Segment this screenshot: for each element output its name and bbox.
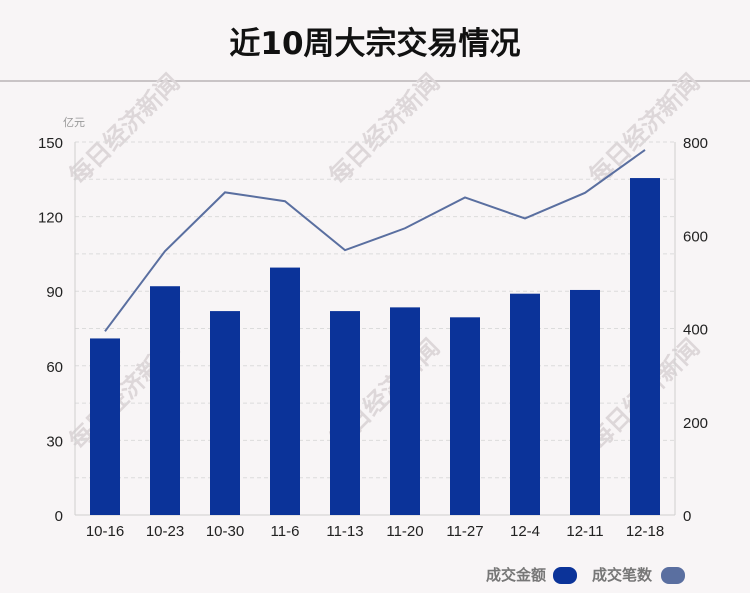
y-right-tick-labels: 0 200 400 600 800 bbox=[683, 135, 708, 525]
y-left-unit-label: 亿元 bbox=[63, 116, 85, 129]
x-tick-label: 12-18 bbox=[626, 523, 664, 540]
x-tick-labels: 10-16 10-23 10-30 11-6 11-13 11-20 11-27 12-4 12… bbox=[86, 523, 664, 540]
bar-amount-11-6 bbox=[270, 267, 300, 515]
y-left-tick-label: 90 bbox=[46, 284, 63, 301]
amount-bars bbox=[90, 178, 660, 515]
y-right-tick-label: 800 bbox=[683, 135, 708, 152]
y-left-tick-label: 120 bbox=[38, 210, 63, 227]
legend-amount-swatch bbox=[553, 567, 577, 584]
legend: 成交金额 成交笔数 bbox=[486, 566, 685, 584]
legend-amount-label: 成交金额 bbox=[486, 566, 546, 584]
bar-amount-12-4 bbox=[510, 293, 540, 515]
y-right-tick-label: 200 bbox=[683, 415, 708, 432]
bar-amount-11-13 bbox=[330, 311, 360, 515]
x-tick-label: 12-4 bbox=[510, 523, 540, 540]
bar-amount-10-30 bbox=[210, 311, 240, 515]
x-tick-label: 10-30 bbox=[206, 523, 244, 540]
bar-amount-11-27 bbox=[450, 317, 480, 515]
y-left-tick-label: 150 bbox=[38, 135, 63, 152]
y-left-tick-label: 0 bbox=[55, 508, 63, 525]
watermark-text: 每日经济新闻 bbox=[324, 69, 446, 191]
count-line bbox=[104, 149, 646, 332]
y-right-tick-label: 0 bbox=[683, 508, 691, 525]
y-right-tick-label: 400 bbox=[683, 322, 708, 339]
x-tick-label: 11-6 bbox=[271, 523, 300, 540]
chart-title: 近10周大宗交易情况 bbox=[229, 26, 521, 62]
x-tick-label: 11-20 bbox=[386, 523, 423, 540]
bar-amount-11-20 bbox=[390, 307, 420, 515]
y-left-tick-label: 30 bbox=[46, 433, 63, 450]
x-tick-label: 11-13 bbox=[326, 523, 363, 540]
count-line-path bbox=[104, 149, 646, 332]
legend-count-label: 成交笔数 bbox=[592, 566, 653, 584]
bar-amount-10-23 bbox=[150, 286, 180, 515]
x-tick-label: 10-23 bbox=[146, 523, 184, 540]
title-divider bbox=[0, 80, 750, 82]
bar-amount-12-18 bbox=[630, 178, 660, 515]
x-tick-label: 12-11 bbox=[566, 523, 603, 540]
legend-count-swatch bbox=[661, 567, 685, 584]
y-left-tick-label: 60 bbox=[46, 359, 63, 376]
watermark-text: 每日经济新闻 bbox=[64, 69, 186, 191]
bar-amount-12-11 bbox=[570, 289, 600, 515]
x-tick-label: 10-16 bbox=[86, 523, 124, 540]
y-right-tick-label: 600 bbox=[683, 228, 708, 245]
y-left-tick-labels: 0 30 60 90 120 150 bbox=[38, 135, 63, 525]
bar-amount-10-16 bbox=[90, 338, 120, 515]
watermark-text: 每日经济新闻 bbox=[584, 69, 706, 191]
x-tick-label: 11-27 bbox=[446, 523, 483, 540]
